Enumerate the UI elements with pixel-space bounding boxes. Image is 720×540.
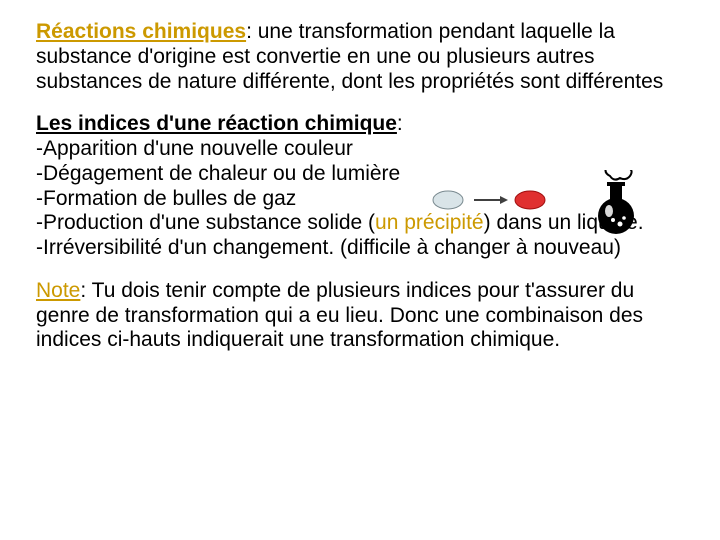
ellipse-after <box>515 191 545 209</box>
indice-4a: -Production d'une substance solide ( <box>36 211 375 234</box>
arrow-head <box>500 196 508 204</box>
note-key: Note <box>36 279 80 302</box>
ellipse-before <box>433 191 463 209</box>
slide-body: Réactions chimiques: une transformation … <box>0 0 720 391</box>
para-note: Note: Tu dois tenir compte de plusieurs … <box>36 279 684 353</box>
illustration <box>430 170 660 250</box>
para-definition: Réactions chimiques: une transformation … <box>36 20 684 94</box>
indices-colon: : <box>397 112 403 135</box>
indice-2: -Dégagement de chaleur ou de lumière <box>36 162 400 185</box>
heading-reactions: Réactions chimiques <box>36 20 246 43</box>
flask-icon <box>598 170 634 234</box>
indice-3: -Formation de bulles de gaz <box>36 187 296 210</box>
heading-indices: Les indices d'une réaction chimique <box>36 112 397 135</box>
note-text: : Tu dois tenir compte de plusieurs indi… <box>36 279 643 352</box>
indice-1: -Apparition d'une nouvelle couleur <box>36 137 353 160</box>
